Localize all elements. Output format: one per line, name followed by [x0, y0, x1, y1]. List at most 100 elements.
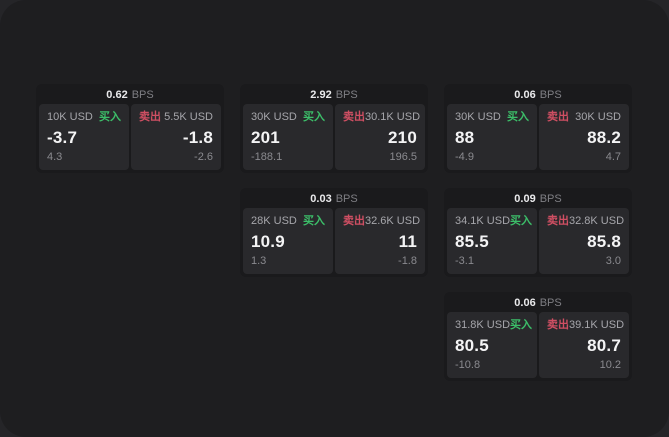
bps-unit-label: BPS — [131, 89, 154, 101]
sell-change: 3.0 — [605, 255, 621, 267]
quotes-grid: 0.62 BPS 10K USD 买入 -3.7 4.3 卖出 5.5K USD — [36, 84, 632, 381]
quote-card: 0.06 BPS 30K USD 买入 88 -4.9 卖出 30K USD — [444, 84, 632, 173]
buy-price: 85.5 — [455, 231, 489, 251]
buy-price: -3.7 — [47, 127, 78, 147]
buy-change: -3.1 — [455, 255, 474, 267]
sell-label-row: 卖出 32.8K USD — [547, 215, 625, 228]
bps-header: 0.62 BPS — [39, 87, 221, 104]
buy-label-row: 31.8K USD 买入 — [455, 319, 533, 332]
buy-side-label: 买入 — [303, 215, 325, 227]
sell-price: 88.2 — [587, 127, 621, 147]
bps-header: 0.06 BPS — [447, 295, 629, 312]
bps-unit-label: BPS — [539, 193, 562, 205]
sell-price: 80.7 — [587, 335, 621, 355]
quote-panels: 28K USD 买入 10.9 1.3 卖出 32.6K USD 11 -1.8 — [243, 208, 425, 274]
quote-card: 0.09 BPS 34.1K USD 买入 85.5 -3.1 卖出 32.8K… — [444, 188, 632, 277]
buy-amount: 30K USD — [251, 111, 297, 123]
buy-quote-tile[interactable]: 31.8K USD 买入 80.5 -10.8 — [447, 312, 537, 378]
bps-header: 2.92 BPS — [243, 87, 425, 104]
quote-card: 0.62 BPS 10K USD 买入 -3.7 4.3 卖出 5.5K USD — [36, 84, 224, 173]
sell-change: 4.7 — [605, 151, 621, 163]
sell-side-label: 卖出 — [139, 111, 161, 123]
sell-side-label: 卖出 — [343, 215, 365, 227]
bps-value: 0.03 — [310, 193, 332, 205]
bps-header: 0.03 BPS — [243, 191, 425, 208]
quote-card: 0.03 BPS 28K USD 买入 10.9 1.3 卖出 32.6K US… — [240, 188, 428, 277]
buy-amount: 31.8K USD — [455, 319, 511, 331]
buy-amount: 30K USD — [455, 111, 501, 123]
sell-side-label: 卖出 — [547, 111, 569, 123]
sell-change: 10.2 — [599, 359, 621, 371]
sell-change: 196.5 — [389, 151, 417, 163]
sell-label-row: 卖出 30.1K USD — [343, 111, 421, 124]
buy-amount: 10K USD — [47, 111, 93, 123]
bps-unit-label: BPS — [335, 89, 358, 101]
buy-price: 10.9 — [251, 231, 285, 251]
bps-unit-label: BPS — [335, 193, 358, 205]
buy-change: -4.9 — [455, 151, 474, 163]
sell-price: 85.8 — [587, 231, 621, 251]
buy-amount: 34.1K USD — [455, 215, 511, 227]
sell-price: 11 — [398, 231, 417, 251]
buy-change: -10.8 — [455, 359, 481, 371]
sell-price: 210 — [388, 127, 417, 147]
buy-side-label: 买入 — [303, 111, 325, 123]
bps-value: 0.09 — [514, 193, 536, 205]
sell-amount: 30.1K USD — [365, 111, 421, 123]
buy-label-row: 28K USD 买入 — [251, 215, 325, 228]
sell-quote-tile[interactable]: 卖出 30.1K USD 210 196.5 — [335, 104, 425, 170]
sell-change: -1.8 — [398, 255, 417, 267]
sell-quote-tile[interactable]: 卖出 32.8K USD 85.8 3.0 — [539, 208, 629, 274]
buy-label-row: 10K USD 买入 — [47, 111, 121, 124]
bps-value: 2.92 — [310, 89, 332, 101]
bps-value: 0.62 — [106, 89, 128, 101]
sell-change: -2.6 — [194, 151, 213, 163]
quote-card: 0.06 BPS 31.8K USD 买入 80.5 -10.8 卖出 39.1… — [444, 292, 632, 381]
bps-value: 0.06 — [514, 297, 536, 309]
buy-quote-tile[interactable]: 30K USD 买入 88 -4.9 — [447, 104, 537, 170]
buy-label-row: 30K USD 买入 — [251, 111, 325, 124]
buy-quote-tile[interactable]: 10K USD 买入 -3.7 4.3 — [39, 104, 129, 170]
quote-panels: 30K USD 买入 201 -188.1 卖出 30.1K USD 210 1… — [243, 104, 425, 170]
quote-panels: 10K USD 买入 -3.7 4.3 卖出 5.5K USD -1.8 -2.… — [39, 104, 221, 170]
quote-card: 2.92 BPS 30K USD 买入 201 -188.1 卖出 30.1K … — [240, 84, 428, 173]
sell-amount: 32.8K USD — [569, 215, 625, 227]
buy-change: 4.3 — [47, 151, 63, 163]
buy-side-label: 买入 — [510, 215, 533, 227]
bps-value: 0.06 — [514, 89, 536, 101]
bps-header: 0.06 BPS — [447, 87, 629, 104]
sell-label-row: 卖出 32.6K USD — [343, 215, 421, 228]
sell-amount: 32.6K USD — [365, 215, 421, 227]
buy-change: 1.3 — [251, 255, 267, 267]
buy-quote-tile[interactable]: 34.1K USD 买入 85.5 -3.1 — [447, 208, 537, 274]
sell-quote-tile[interactable]: 卖出 30K USD 88.2 4.7 — [539, 104, 629, 170]
bps-unit-label: BPS — [539, 297, 562, 309]
buy-quote-tile[interactable]: 30K USD 买入 201 -188.1 — [243, 104, 333, 170]
buy-amount: 28K USD — [251, 215, 297, 227]
quote-panels: 30K USD 买入 88 -4.9 卖出 30K USD 88.2 4.7 — [447, 104, 629, 170]
sell-price: -1.8 — [182, 127, 213, 147]
buy-label-row: 30K USD 买入 — [455, 111, 529, 124]
bps-header: 0.09 BPS — [447, 191, 629, 208]
sell-side-label: 卖出 — [547, 215, 569, 227]
sell-quote-tile[interactable]: 卖出 32.6K USD 11 -1.8 — [335, 208, 425, 274]
buy-change: -188.1 — [251, 151, 283, 163]
quote-panels: 31.8K USD 买入 80.5 -10.8 卖出 39.1K USD 80.… — [447, 312, 629, 378]
sell-amount: 39.1K USD — [569, 319, 625, 331]
sell-side-label: 卖出 — [547, 319, 569, 331]
sell-side-label: 卖出 — [343, 111, 365, 123]
buy-side-label: 买入 — [507, 111, 529, 123]
buy-quote-tile[interactable]: 28K USD 买入 10.9 1.3 — [243, 208, 333, 274]
sell-label-row: 卖出 30K USD — [547, 111, 621, 124]
quote-panels: 34.1K USD 买入 85.5 -3.1 卖出 32.8K USD 85.8… — [447, 208, 629, 274]
buy-side-label: 买入 — [510, 319, 533, 331]
bps-unit-label: BPS — [539, 89, 562, 101]
sell-label-row: 卖出 39.1K USD — [547, 319, 625, 332]
buy-label-row: 34.1K USD 买入 — [455, 215, 533, 228]
sell-amount: 30K USD — [575, 111, 621, 123]
sell-quote-tile[interactable]: 卖出 39.1K USD 80.7 10.2 — [539, 312, 629, 378]
buy-side-label: 买入 — [99, 111, 121, 123]
sell-quote-tile[interactable]: 卖出 5.5K USD -1.8 -2.6 — [131, 104, 221, 170]
buy-price: 201 — [251, 127, 280, 147]
